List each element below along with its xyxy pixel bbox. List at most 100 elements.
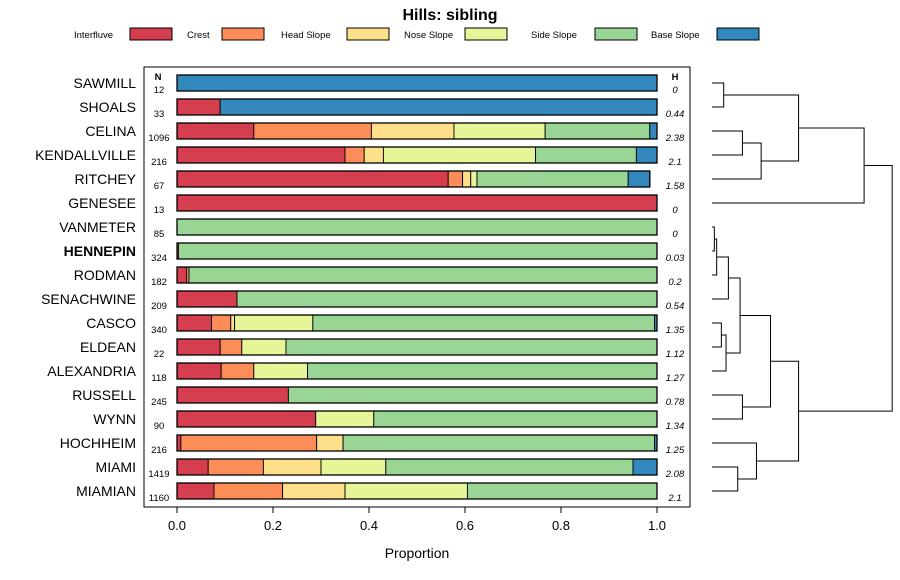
- n-value-senachwine: 209: [151, 301, 167, 312]
- dendrogram-link-5: [712, 127, 865, 204]
- bar-outline-ritchey: [176, 170, 651, 188]
- n-value-sawmill: 12: [154, 85, 165, 96]
- bar-segment-shoals-interfluve: [176, 98, 221, 116]
- dendrogram-link-9: [712, 322, 722, 348]
- category-label-vanmeter: VANMETER: [59, 219, 136, 235]
- bar-segment-eldean-side-slope: [285, 338, 658, 356]
- legend-swatch-side-slope: [594, 27, 638, 41]
- n-value-wynn: 90: [154, 421, 165, 432]
- dendrogram-link-15: [712, 442, 757, 480]
- bar-segment-miamian-interfluve: [176, 482, 215, 500]
- bar-segment-celina-head-slope: [370, 122, 455, 140]
- bar-segment-senachwine-side-slope: [236, 290, 658, 308]
- h-value-vanmeter: 0: [672, 229, 678, 240]
- bar-segment-miami-base-slope: [632, 458, 658, 476]
- dendrogram-link-6: [712, 226, 715, 252]
- n-value-casco: 340: [151, 325, 167, 336]
- bar-segment-casco-nose-slope: [234, 314, 314, 332]
- bar-segment-miamian-head-slope: [282, 482, 346, 500]
- category-label-eldean: ELDEAN: [80, 339, 136, 355]
- legend-label-interfluve: Interfluve: [74, 30, 113, 41]
- bar-outline-celina: [176, 122, 658, 140]
- n-value-rodman: 182: [151, 277, 167, 288]
- bar-outline-sawmill: [176, 74, 658, 92]
- bar-segment-rodman-side-slope: [188, 266, 658, 284]
- n-value-miami: 1419: [148, 469, 169, 480]
- category-label-shoals: SHOALS: [79, 99, 136, 115]
- n-value-celina: 1096: [148, 133, 169, 144]
- bar-outline-russell: [176, 386, 658, 404]
- category-label-kendallville: KENDALLVILLE: [35, 147, 136, 163]
- chart-title: Hills: sibling: [402, 7, 497, 24]
- x-axis: 0.0 0.2 0.4 0.6 0.8 1.0: [168, 507, 666, 533]
- category-label-alexandria: ALEXANDRIA: [47, 363, 136, 379]
- bar-segment-celina-interfluve: [176, 122, 255, 140]
- bar-segment-vanmeter-side-slope: [176, 218, 658, 236]
- bar-segment-kendallville-base-slope: [635, 146, 658, 164]
- bar-segment-hennepin-side-slope: [177, 242, 658, 260]
- legend-label-crest: Crest: [187, 30, 210, 41]
- bar-segment-casco-interfluve: [176, 314, 213, 332]
- h-value-casco: 1.35: [666, 325, 685, 336]
- category-label-wynn: WYNN: [93, 411, 136, 427]
- bar-segment-hochheim-side-slope: [342, 434, 656, 452]
- bar-segment-alexandria-nose-slope: [253, 362, 309, 380]
- bar-segment-celina-crest: [253, 122, 372, 140]
- legend-label-nose-slope: Nose Slope: [404, 30, 453, 41]
- x-tick-label-2: 0.4: [360, 518, 378, 533]
- n-value-hochheim: 216: [151, 445, 167, 456]
- h-value-shoals: 0.44: [666, 109, 685, 120]
- bar-segment-alexandria-side-slope: [307, 362, 658, 380]
- bar-segment-alexandria-interfluve: [176, 362, 222, 380]
- bar-segment-ritchey-nose-slope: [470, 170, 478, 188]
- h-value-alexandria: 1.27: [666, 373, 685, 384]
- dendrogram-link-14: [712, 466, 739, 492]
- dendrogram-link-12: [712, 394, 743, 420]
- bar-segment-sawmill-base-slope: [176, 74, 658, 92]
- h-header: H: [672, 72, 679, 83]
- bar-segment-senachwine-interfluve: [176, 290, 238, 308]
- dendrogram-link-10: [712, 334, 727, 372]
- category-label-ritchey: RITCHEY: [75, 171, 137, 187]
- x-tick-label-3: 0.6: [456, 518, 474, 533]
- bar-segment-genesee-interfluve: [176, 194, 658, 212]
- bar-outline-eldean: [176, 338, 658, 356]
- category-label-genesee: GENESEE: [68, 195, 136, 211]
- bar-outline-hochheim: [176, 434, 658, 452]
- bar-segment-kendallville-interfluve: [176, 146, 346, 164]
- dendrogram-link-16: [756, 360, 800, 462]
- legend-label-head-slope: Head Slope: [281, 30, 331, 41]
- x-tick-label-0: 0.0: [168, 518, 186, 533]
- legend-swatch-head-slope: [346, 27, 390, 41]
- n-value-vanmeter: 85: [154, 229, 165, 240]
- bar-segment-ritchey-interfluve: [176, 170, 449, 188]
- bar-segment-shoals-base-slope: [219, 98, 658, 116]
- category-label-miamian: MIAMIAN: [76, 483, 136, 499]
- category-label-russell: RUSSELL: [72, 387, 136, 403]
- bar-outline-wynn: [176, 410, 658, 428]
- bar-segment-eldean-interfluve: [176, 338, 221, 356]
- h-value-russell: 0.78: [666, 397, 685, 408]
- bar-segment-ritchey-crest: [447, 170, 464, 188]
- bar-outline-hennepin: [176, 242, 658, 260]
- n-value-kendallville: 216: [151, 157, 167, 168]
- x-tick-label-5: 1.0: [648, 518, 666, 533]
- legend: Interfluve Crest Head Slope Nose Slope Side …: [74, 27, 760, 41]
- bar-rows: SAWMILL 12 0 SHOALS 33 0.44 CELINA 1096 2.38 KEND…: [35, 74, 685, 504]
- dendrogram-link-1: [712, 82, 725, 108]
- bar-segment-miamian-crest: [213, 482, 284, 500]
- n-value-alexandria: 118: [151, 373, 166, 384]
- bar-segment-russell-side-slope: [287, 386, 658, 404]
- bar-segment-kendallville-nose-slope: [382, 146, 537, 164]
- bar-outline-senachwine: [176, 290, 658, 308]
- legend-label-side-slope: Side Slope: [531, 30, 577, 41]
- bar-outline-vanmeter: [176, 218, 658, 236]
- bar-segment-ritchey-base-slope: [627, 170, 651, 188]
- bar-segment-casco-crest: [211, 314, 232, 332]
- n-value-eldean: 22: [154, 349, 165, 360]
- dendrogram-link-3: [712, 142, 762, 180]
- bar-outline-miami: [176, 458, 658, 476]
- legend-swatch-interfluve: [129, 27, 173, 41]
- bar-segment-rodman-interfluve: [176, 266, 188, 284]
